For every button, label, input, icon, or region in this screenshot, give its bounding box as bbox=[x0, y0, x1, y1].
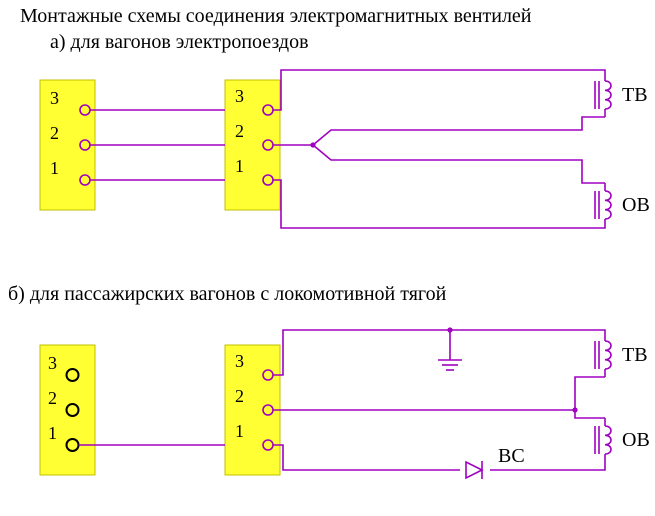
svg-text:2: 2 bbox=[235, 121, 244, 141]
svg-text:3: 3 bbox=[50, 88, 59, 108]
diode-label: ВС bbox=[498, 445, 525, 467]
svg-text:1: 1 bbox=[50, 158, 59, 178]
section-b-label: б) для пассажирских вагонов с локомотивн… bbox=[8, 283, 447, 305]
wiring-diagram: Монтажные схемы соединения электромагнит… bbox=[0, 0, 655, 516]
svg-text:3: 3 bbox=[235, 351, 244, 371]
svg-text:1: 1 bbox=[235, 421, 244, 441]
valve-tv-b: ТВ bbox=[622, 344, 648, 366]
svg-text:2: 2 bbox=[48, 388, 57, 408]
valve-tv-a: ТВ bbox=[622, 84, 648, 106]
section-a-label: а) для вагонов электропоездов bbox=[50, 31, 309, 53]
valve-ov-a: ОВ bbox=[622, 194, 650, 216]
valve-ov-b: ОВ bbox=[622, 429, 650, 451]
svg-text:2: 2 bbox=[235, 386, 244, 406]
svg-text:3: 3 bbox=[48, 353, 57, 373]
svg-text:3: 3 bbox=[235, 86, 244, 106]
svg-text:1: 1 bbox=[235, 156, 244, 176]
svg-text:2: 2 bbox=[50, 123, 59, 143]
svg-text:1: 1 bbox=[48, 423, 57, 443]
main-title: Монтажные схемы соединения электромагнит… bbox=[20, 5, 532, 27]
